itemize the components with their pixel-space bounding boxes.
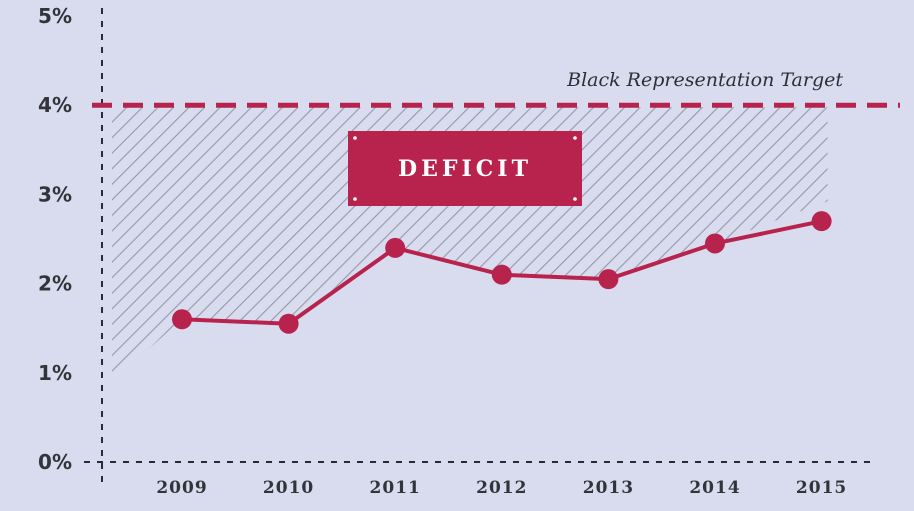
- x-tick-label: 2009: [156, 478, 207, 498]
- deficit-badge: DEFICIT: [348, 131, 582, 206]
- x-tick-label: 2011: [370, 478, 421, 498]
- x-tick-label: 2014: [689, 478, 740, 498]
- data-point: [705, 233, 725, 254]
- y-tick-label: 1%: [38, 361, 72, 385]
- x-tick-labels: 2009 2010 2011 2012 2013 2014 2015: [156, 478, 847, 498]
- y-tick-label: 5%: [38, 4, 72, 28]
- deficit-badge-box: [348, 131, 582, 206]
- y-tick-label: 2%: [38, 272, 72, 296]
- data-point: [598, 269, 619, 290]
- x-tick-label: 2015: [796, 478, 847, 498]
- x-tick-label: 2012: [476, 478, 527, 498]
- data-point: [491, 264, 512, 285]
- y-tick-label: 4%: [38, 93, 72, 117]
- y-tick-label: 3%: [38, 182, 72, 206]
- data-point: [278, 313, 299, 334]
- data-point: [811, 211, 832, 232]
- badge-rivet: [353, 136, 357, 140]
- data-point: [172, 309, 192, 330]
- x-tick-label: 2010: [263, 478, 314, 498]
- target-label: Black Representation Target: [566, 69, 843, 91]
- x-tick-label: 2013: [583, 478, 634, 498]
- deficit-hatched-area: [112, 107, 828, 382]
- badge-rivet: [573, 136, 577, 140]
- y-tick-label: 0%: [38, 450, 72, 474]
- data-point: [385, 237, 406, 258]
- badge-rivet: [353, 197, 357, 201]
- deficit-label: DEFICIT: [398, 156, 532, 182]
- badge-rivet: [573, 197, 577, 201]
- y-tick-labels: 0% 1% 2% 3% 4% 5%: [38, 4, 72, 474]
- series-points: [172, 211, 832, 334]
